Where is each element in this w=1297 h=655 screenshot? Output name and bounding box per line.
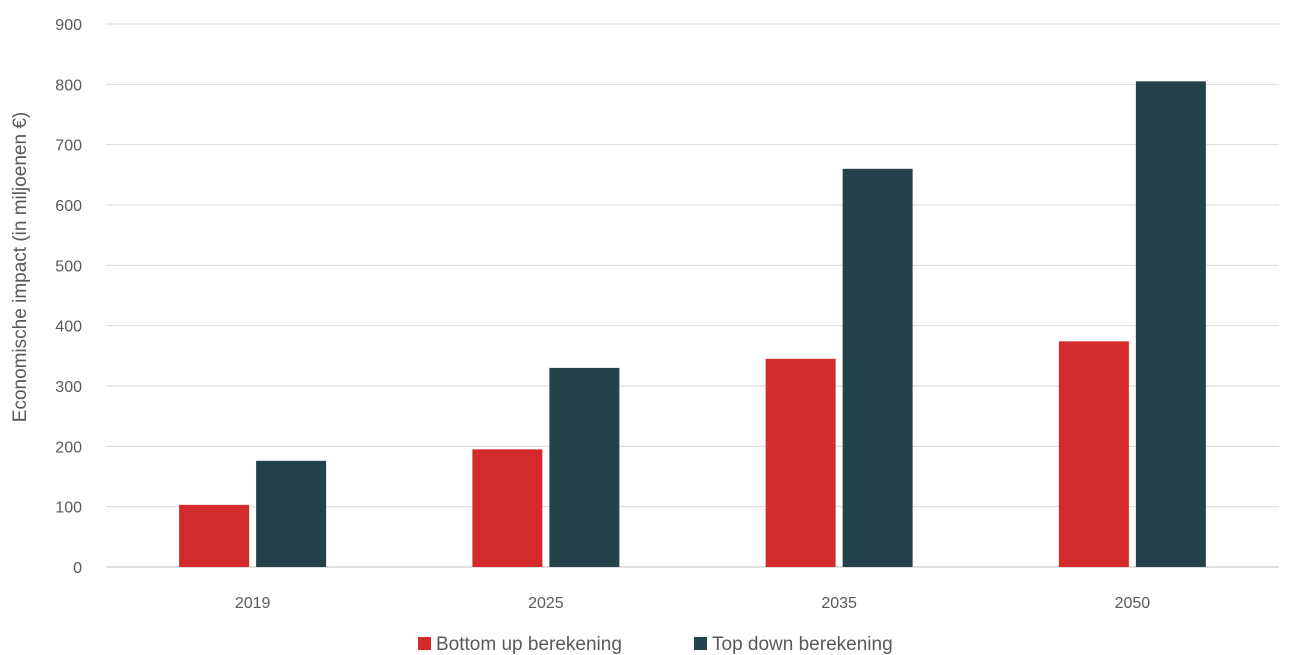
y-tick-label: 400 [55, 319, 82, 336]
x-tick-label: 2025 [528, 595, 564, 612]
y-axis-tick-labels: 0 100 200 300 400 500 600 700 800 900 [55, 17, 82, 577]
y-tick-label: 900 [55, 17, 82, 34]
y-tick-label: 200 [55, 439, 82, 456]
legend-label: Top down berekening [712, 634, 893, 655]
bar-top-down-2019 [256, 460, 327, 567]
y-tick-label: 100 [55, 500, 82, 517]
x-tick-label: 2019 [235, 595, 271, 612]
legend: Bottom up berekening Top down berekening [418, 634, 893, 655]
bar-bottom-up-2025 [472, 449, 543, 567]
y-tick-label: 500 [55, 258, 82, 275]
bar-top-down-2035 [842, 168, 913, 568]
y-tick-label: 600 [55, 198, 82, 215]
bar-top-down-2050 [1135, 81, 1206, 568]
legend-swatch [694, 637, 707, 650]
bar-bottom-up-2050 [1058, 341, 1129, 567]
x-tick-label: 2035 [821, 595, 857, 612]
bar-bottom-up-2019 [179, 504, 250, 567]
x-tick-label: 2050 [1115, 595, 1151, 612]
y-tick-label: 800 [55, 77, 82, 94]
y-axis-title: Economische impact (in miljoenen €) [10, 112, 31, 422]
bar-bottom-up-2035 [765, 358, 836, 567]
bar-top-down-2025 [549, 367, 620, 567]
y-tick-label: 700 [55, 138, 82, 155]
legend-label: Bottom up berekening [436, 634, 622, 655]
bars [179, 81, 1206, 568]
y-tick-label: 300 [55, 379, 82, 396]
y-tick-label: 0 [73, 560, 82, 577]
x-axis-tick-labels: 2019 2025 2035 2050 [235, 595, 1150, 612]
legend-swatch [418, 637, 431, 650]
